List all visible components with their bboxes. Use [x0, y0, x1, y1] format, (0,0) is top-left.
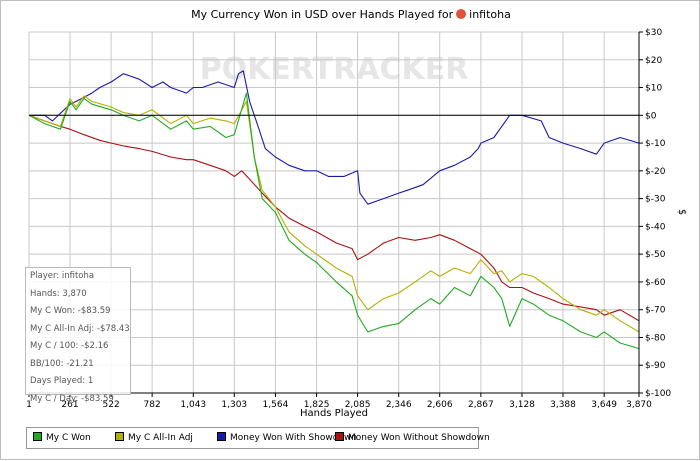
y-tick-label: $0	[645, 111, 657, 121]
y-tick-label: $-100	[645, 389, 671, 399]
legend-label-with-showdown: Money Won With Showdown	[230, 433, 358, 443]
legend-label-my-c-won: My C Won	[46, 433, 91, 443]
x-axis-title: Hands Played	[300, 408, 368, 419]
legend: My C Won My C All-In Adj Money Won With …	[26, 427, 490, 449]
watermark: POKERTRACKER	[200, 52, 469, 87]
stats-line: My C Won: -$83.59	[30, 306, 111, 316]
y-tick-label: $-50	[645, 250, 666, 260]
legend-label-without-showdown: Money Won Without Showdown	[348, 433, 490, 443]
series-line-my-c-won	[28, 92, 640, 350]
x-tick-label: 2,346	[386, 400, 412, 410]
legend-item-my-c-won: My C Won	[33, 428, 91, 448]
series-line-without-showdown	[28, 114, 640, 322]
x-tick-label: 1,825	[304, 400, 330, 410]
x-tick-label: 2,606	[427, 400, 453, 410]
x-tick-label: 3,128	[509, 400, 535, 410]
x-tick-label: 1,564	[263, 400, 289, 410]
x-tick-label: 3,870	[626, 400, 652, 410]
title-text: My Currency Won in USD over Hands Played…	[191, 8, 454, 21]
x-tick-label: 522	[103, 400, 120, 410]
x-tick-label: 1,303	[221, 400, 247, 410]
y-tick-label: $10	[645, 84, 662, 94]
y-tick-label: $-40	[645, 222, 666, 232]
stats-line: My C All-In Adj: -$78.43	[30, 323, 130, 334]
stats-line: My C / Day: -$83.59	[30, 393, 114, 404]
legend-swatch-my-c-won	[33, 432, 42, 441]
title-player-name: infitoha	[469, 8, 511, 21]
legend-label-all-in-adj: My C All-In Adj	[128, 433, 193, 443]
y-axis-title: $	[676, 209, 687, 215]
stats-line: Player: infitoha	[30, 271, 95, 281]
x-tick-label: 782	[144, 400, 161, 410]
stats-line: Hands: 3,870	[30, 288, 87, 299]
x-tick-label: 2,867	[468, 400, 494, 410]
y-tick-label: $-10	[645, 139, 666, 149]
y-tick-label: $30	[645, 28, 662, 38]
y-tick-label: $-80	[645, 333, 666, 343]
spade-icon	[456, 9, 467, 19]
stats-line: BB/100: -21.21	[30, 358, 94, 369]
legend-swatch-all-in-adj	[115, 432, 124, 441]
chart-title: My Currency Won in USD over Hands Played…	[1, 8, 700, 21]
y-tick-label: $-90	[645, 361, 666, 371]
y-tick-label: $20	[645, 56, 662, 66]
x-tick-label: 1	[26, 400, 32, 410]
x-tick-label: 2,085	[345, 400, 371, 410]
x-tick-label: 261	[61, 400, 78, 410]
legend-item-without-showdown: Money Won Without Showdown	[335, 428, 490, 448]
legend-swatch-with-showdown	[217, 432, 226, 441]
stats-box: Player: infitoha Hands: 3,870 My C Won: -$…	[25, 267, 131, 404]
series-line-with-showdown	[29, 70, 640, 205]
x-tick-label: 3,388	[550, 400, 576, 410]
legend-swatch-without-showdown	[335, 432, 344, 441]
legend-item-all-in-adj: My C All-In Adj	[115, 428, 193, 448]
x-tick-label: 3,649	[591, 400, 617, 410]
y-tick-label: $-30	[645, 195, 666, 205]
series-line-all-in-adj	[28, 95, 640, 333]
stats-line: Days Played: 1	[30, 376, 94, 386]
y-tick-label: $-70	[645, 306, 666, 316]
y-tick-label: $-20	[645, 167, 666, 177]
stats-line: My C / 100: -$2.16	[30, 341, 109, 351]
y-tick-label: $-60	[645, 278, 666, 288]
x-tick-label: 1,043	[180, 400, 206, 410]
legend-item-with-showdown: Money Won With Showdown	[217, 428, 357, 448]
